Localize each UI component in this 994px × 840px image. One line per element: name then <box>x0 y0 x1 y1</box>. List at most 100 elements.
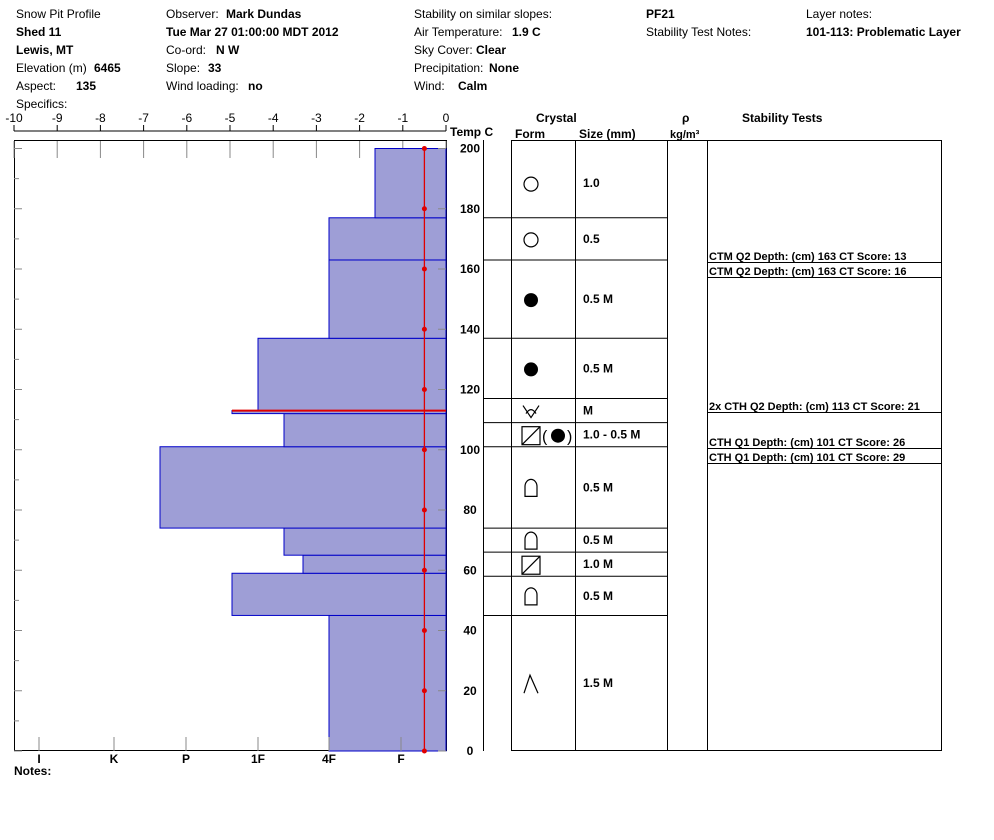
layer-size: 0.5 M <box>583 480 613 494</box>
temperature-tick-label: -1 <box>397 111 408 125</box>
temperature-tick-label: -2 <box>354 111 365 125</box>
wind-loading-value: no <box>248 79 263 93</box>
slope-value: 33 <box>208 61 222 75</box>
height-tick-label: 60 <box>463 563 477 577</box>
layer-size: 0.5 M <box>583 533 613 547</box>
faceted-crystal-icon <box>521 555 541 575</box>
stability-test-entry: CTH Q1 Depth: (cm) 101 CT Score: 29 <box>709 452 905 464</box>
temperature-tick-label: -5 <box>225 111 236 125</box>
depth-hoar-cup-icon <box>524 587 538 606</box>
layer-size: 1.0 M <box>583 557 613 571</box>
observer-value: Mark Dundas <box>226 7 302 21</box>
hardness-axis: I K P 1F 4F F <box>37 737 405 766</box>
temp-column-header: Temp C <box>450 125 493 139</box>
temperature-tick-label: -6 <box>181 111 192 125</box>
height-tick-label: 20 <box>463 684 477 698</box>
paren-open-icon: ( <box>542 429 548 446</box>
height-tick-label: 100 <box>460 443 480 457</box>
temperature-point <box>421 387 427 392</box>
hardness-label: P <box>182 752 190 766</box>
region: Lewis, MT <box>16 43 74 57</box>
temperature-point <box>421 507 427 513</box>
depth-hoar-icon <box>523 673 539 694</box>
hardness-label: 4F <box>322 752 336 766</box>
height-tick-label: 180 <box>460 202 480 216</box>
faceted-crystal-diagonal <box>521 426 541 446</box>
melt-form-icon <box>551 428 565 443</box>
hardness-bar <box>257 337 447 412</box>
stability-test-entry: 2x CTH Q2 Depth: (cm) 113 CT Score: 21 <box>709 401 920 413</box>
faceted-crystal-diagonal <box>521 555 541 575</box>
temperature-tick-label: -8 <box>95 111 106 125</box>
density-column-header: ρ <box>682 111 689 125</box>
temperature-tick-label: -9 <box>52 111 63 125</box>
temperature-axis: -10 -9 -8 -7 -6 -5 -4 -3 -2 -1 0 <box>5 111 450 158</box>
melt-form-icon <box>524 362 538 377</box>
temperature-point <box>421 567 427 573</box>
height-tick-label: 200 <box>460 142 480 156</box>
notes-label: Notes: <box>14 764 52 778</box>
datetime: Tue Mar 27 01:00:00 MDT 2012 <box>166 25 339 39</box>
faceted-crystal-icon <box>521 426 541 446</box>
wind-value: Calm <box>458 79 488 93</box>
layer-size: 1.0 - 0.5 M <box>583 428 640 442</box>
stability-similar-label: Stability on similar slopes: <box>414 7 553 21</box>
coord-label: Co-ord: <box>166 43 207 57</box>
aspect-label: Aspect: <box>16 79 57 93</box>
temperature-tick-label: 0 <box>443 111 450 125</box>
wind-label: Wind: <box>414 79 445 93</box>
depth-hoar-cup-icon <box>524 478 538 498</box>
temperature-point <box>421 688 427 694</box>
hardness-label: F <box>397 752 404 766</box>
hardness-bar <box>159 446 447 529</box>
air-temp-value: 1.9 C <box>512 25 541 39</box>
height-tick-label: 80 <box>463 503 477 517</box>
elevation-value: 6465 <box>94 61 121 75</box>
height-tick-label: 0 <box>467 744 474 758</box>
stability-tests: CTM Q2 Depth: (cm) 163 CT Score: 13 CTM Q… <box>707 251 941 464</box>
temperature-tick-label: -7 <box>138 111 149 125</box>
crystal-column-header: Crystal <box>536 111 577 125</box>
layer-size: M <box>583 404 593 418</box>
height-axis: 0 20 40 60 80 100 120 140 160 180 200 <box>14 142 480 758</box>
layer-size: 0.5 M <box>583 361 613 375</box>
sky-value: Clear <box>476 43 507 57</box>
temperature-tick-label: -3 <box>311 111 322 125</box>
temperature-point <box>421 628 427 633</box>
size-column-header: Size (mm) <box>579 127 636 141</box>
temperature-point <box>421 206 427 212</box>
hardness-label: 1F <box>251 752 265 766</box>
stability-notes-label: Stability Test Notes: <box>646 25 752 39</box>
precip-label: Precipitation: <box>414 61 484 75</box>
air-temp-label: Air Temperature: <box>414 25 503 39</box>
layer-notes-label: Layer notes: <box>806 7 873 21</box>
stability-test-entry: CTH Q1 Depth: (cm) 101 CT Score: 26 <box>709 437 905 449</box>
rounded-grain-icon <box>523 176 539 192</box>
rounded-grain-icon <box>523 232 539 248</box>
stability-test-entry: CTM Q2 Depth: (cm) 163 CT Score: 16 <box>709 266 906 278</box>
temperature-point <box>421 748 427 754</box>
page-title: Snow Pit Profile <box>16 7 101 21</box>
hardness-bar <box>328 259 447 339</box>
hardness-label: I <box>37 752 40 766</box>
height-tick-label: 120 <box>460 383 480 397</box>
hardness-bar <box>283 413 447 448</box>
temperature-point <box>421 146 427 151</box>
temperature-point <box>421 447 427 453</box>
aspect-value: 135 <box>76 79 97 93</box>
layer-rows: 1.0 0.5 0.5 M 0.5 M M () 1.0 - 0.5 M 0.5 M 0.5 M… <box>483 176 667 694</box>
paren-close-icon: ) <box>567 429 572 446</box>
surface-hoar-icon <box>522 405 540 419</box>
hardness-bar <box>283 527 447 556</box>
density-units-header: kg/m³ <box>670 129 700 141</box>
pit-id: PF21 <box>646 7 675 21</box>
height-tick-label: 40 <box>463 624 477 638</box>
elevation-label: Elevation (m) <box>16 61 87 75</box>
hardness-bar <box>328 614 447 752</box>
height-tick-label: 140 <box>460 322 480 336</box>
sky-label: Sky Cover: <box>414 43 473 57</box>
observer-label: Observer: <box>166 7 219 21</box>
layer-size: 0.5 M <box>583 589 613 603</box>
hardness-bar <box>231 572 447 616</box>
